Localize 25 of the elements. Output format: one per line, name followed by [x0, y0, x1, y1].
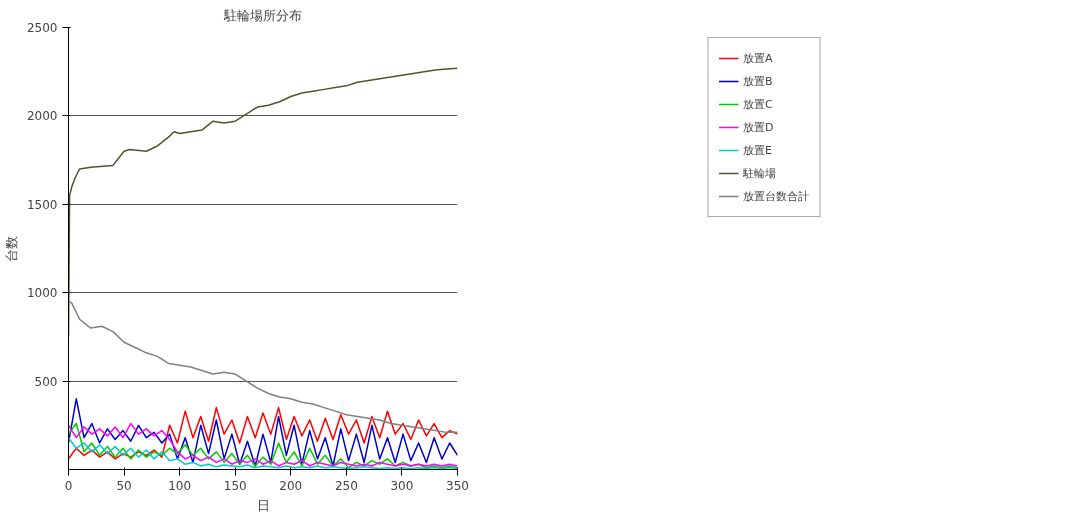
x-tick-label: 250 — [334, 478, 358, 493]
line-series — [68, 406, 458, 460]
x-tick-label: 200 — [279, 478, 303, 493]
legend-label: 放置E — [743, 142, 772, 158]
x-tick-label: 350 — [446, 478, 469, 493]
y-tick-label: 2500 — [26, 21, 58, 35]
legend-label: 放置B — [743, 73, 773, 89]
chart-title: 駐輪場所分布 — [223, 7, 302, 23]
line-series — [68, 300, 458, 434]
legend-label: 放置A — [743, 50, 773, 66]
y-tick-label: 1000 — [26, 286, 58, 301]
legend-label: 放置台数合計 — [743, 188, 809, 204]
y-tick-label: 500 — [34, 374, 58, 389]
legend-label: 駐輪場 — [743, 165, 776, 181]
legend-label: 放置C — [743, 96, 773, 112]
x-tick-label: 100 — [168, 478, 192, 493]
x-tick-label: 150 — [223, 478, 247, 493]
x-axis-title: 日 — [256, 497, 270, 513]
x-tick-label: 0 — [64, 478, 73, 493]
legend-label: 放置D — [743, 119, 774, 135]
x-tick-label: 300 — [390, 478, 414, 493]
y-tick-label: 1500 — [26, 197, 58, 212]
x-tick-label: 50 — [116, 478, 132, 493]
y-tick-label: 2000 — [26, 109, 58, 124]
y-axis-title: 台数 — [3, 235, 19, 262]
